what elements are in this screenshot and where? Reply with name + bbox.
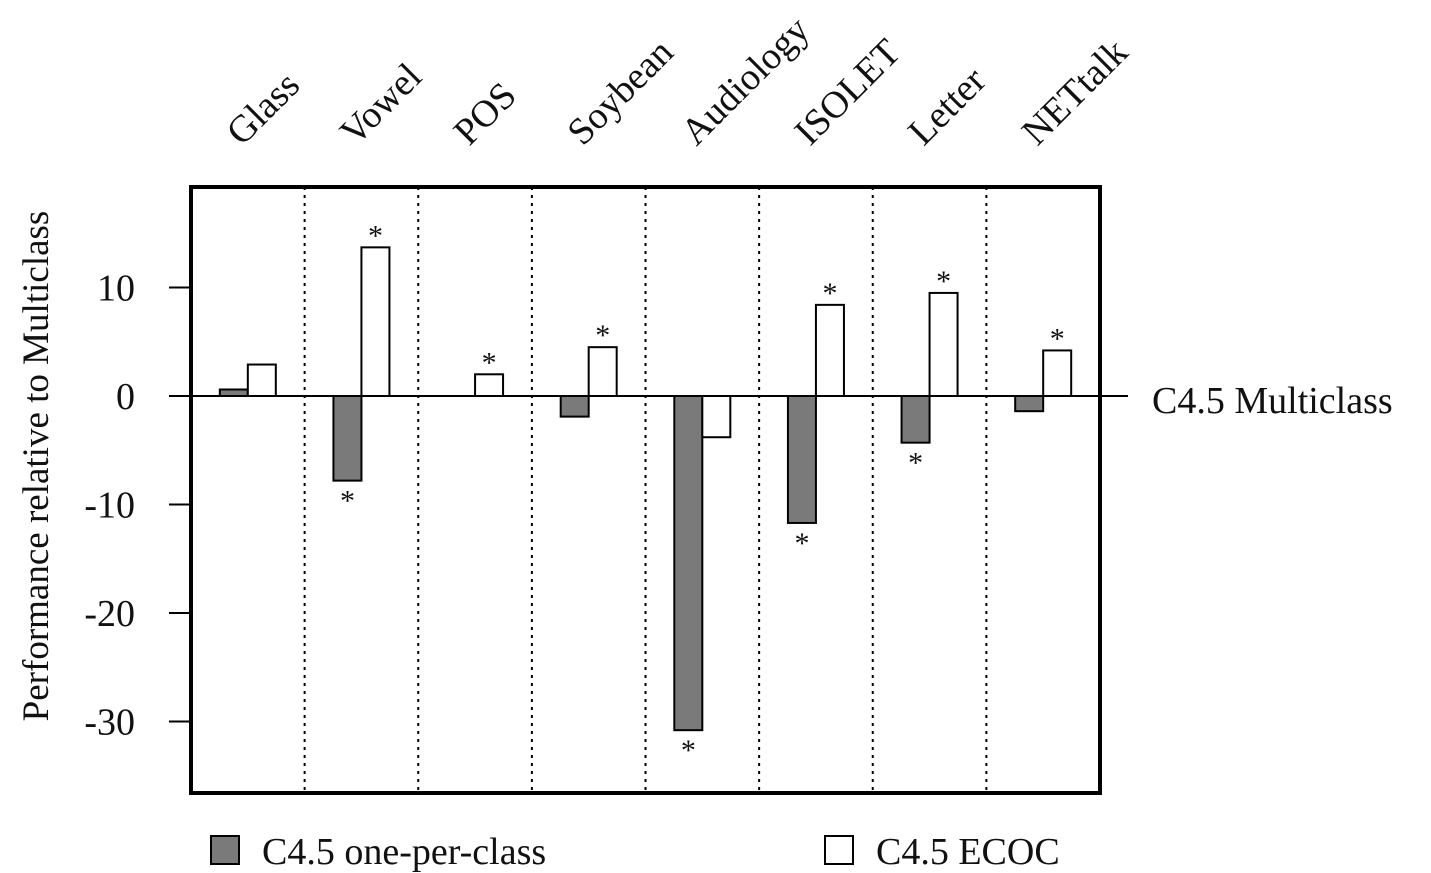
significance-star: *: [936, 265, 951, 298]
bar-ecoc: [928, 291, 959, 397]
legend: C4.5 one-per-class C4.5 ECOC: [210, 831, 1060, 873]
bars: [218, 246, 1073, 732]
bar-ecoc: [814, 303, 845, 397]
significance-star: *: [340, 485, 355, 518]
category-label: NETtalk: [1014, 31, 1136, 153]
legend-label: C4.5 one-per-class: [262, 831, 546, 873]
significance-star: *: [595, 319, 610, 352]
bar-one-per-class: [332, 395, 363, 482]
legend-swatch: [210, 835, 240, 865]
bar-ecoc: [360, 246, 391, 397]
y-tick-label: 10: [97, 268, 135, 310]
bar-one-per-class: [786, 395, 817, 524]
significance-star: *: [368, 219, 383, 252]
bar-ecoc: [246, 363, 277, 398]
significance-star: *: [822, 277, 837, 310]
significance-star: *: [794, 527, 809, 560]
category-labels: Glass Vowel POS SoybeanAudiologyISOLETLette…: [218, 9, 1136, 154]
plot-frame: [189, 185, 1102, 795]
y-axis: 10 0 -10 -20 -30: [84, 268, 191, 744]
bar-one-per-class: [900, 395, 931, 444]
significance-star: *: [1050, 322, 1065, 355]
significance-star: *: [681, 734, 696, 767]
bar-ecoc: [1042, 349, 1073, 397]
y-tick-label: 0: [116, 376, 135, 418]
category-label: Vowel: [332, 55, 430, 153]
category-label: POS: [446, 74, 525, 153]
y-tick-label: -10: [84, 485, 135, 527]
legend-swatch: [824, 835, 854, 865]
bar-one-per-class: [1014, 395, 1045, 413]
bar-one-per-class: [559, 395, 590, 418]
y-tick-label: -20: [84, 593, 135, 635]
significance-star: *: [908, 447, 923, 480]
category-separators: [303, 187, 988, 793]
significance-markers: * * * * * * * * * *: [340, 219, 1065, 767]
bar-one-per-class: [673, 395, 704, 732]
y-axis-title: Performance relative to Multiclass: [16, 211, 57, 722]
significance-star: *: [482, 346, 497, 379]
y-tick-label: -30: [84, 702, 135, 744]
category-label: Glass: [218, 64, 307, 153]
bar-ecoc: [587, 346, 618, 397]
category-label: Soybean: [559, 31, 681, 153]
legend-label: C4.5 ECOC: [876, 831, 1060, 873]
bar-ecoc: [701, 395, 732, 439]
reference-line-label: C4.5 Multiclass: [1152, 380, 1393, 422]
category-label: Letter: [900, 59, 994, 153]
